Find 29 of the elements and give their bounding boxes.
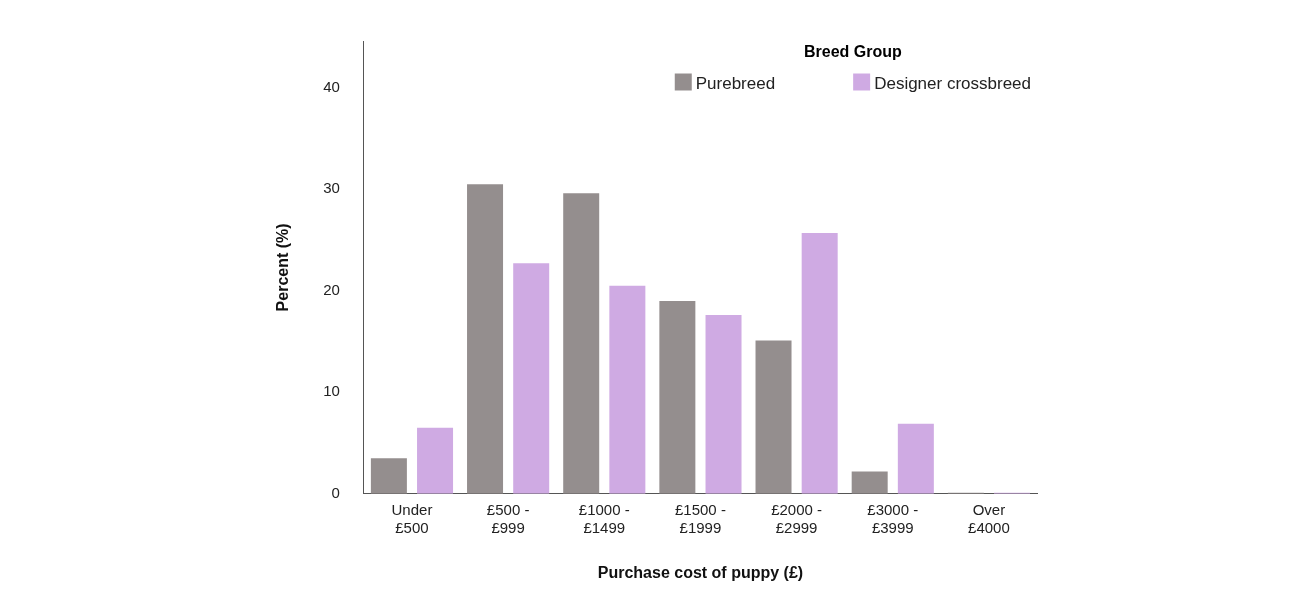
bar <box>563 193 600 494</box>
legend-label: Designer crossbreed <box>874 73 1032 93</box>
bar <box>659 300 696 494</box>
x-tick-label: Over £4000 <box>968 500 1010 536</box>
x-tick-label: £1500 - £1999 <box>675 500 726 536</box>
bar <box>417 427 454 494</box>
x-tick-label: £1000 - £1499 <box>578 500 630 536</box>
y-axis-title: Percent (%) <box>274 223 292 312</box>
bar <box>897 423 934 494</box>
bar <box>467 184 504 494</box>
legend-title: Breed Group <box>803 43 902 61</box>
y-tick-label: 10 <box>323 382 340 400</box>
bar <box>513 263 550 494</box>
y-tick-label: 30 <box>323 179 340 197</box>
bar <box>801 232 838 494</box>
bar <box>705 315 742 494</box>
x-tick-label: Under £500 <box>391 500 433 536</box>
bar <box>370 458 407 494</box>
legend-label: Purebreed <box>695 73 776 93</box>
x-tick-label: £3000 - £3999 <box>867 500 919 536</box>
bar <box>609 285 646 494</box>
x-tick-label: £500 - £999 <box>486 500 530 536</box>
bar <box>851 471 888 494</box>
y-tick-label: 20 <box>323 280 340 298</box>
bar <box>755 340 792 494</box>
y-tick-label: 40 <box>323 77 340 95</box>
x-axis-title: Purchase cost of puppy (£) <box>597 563 804 581</box>
x-tick-label: £2000 - £2999 <box>771 500 823 536</box>
y-tick-label: 0 <box>331 483 340 501</box>
